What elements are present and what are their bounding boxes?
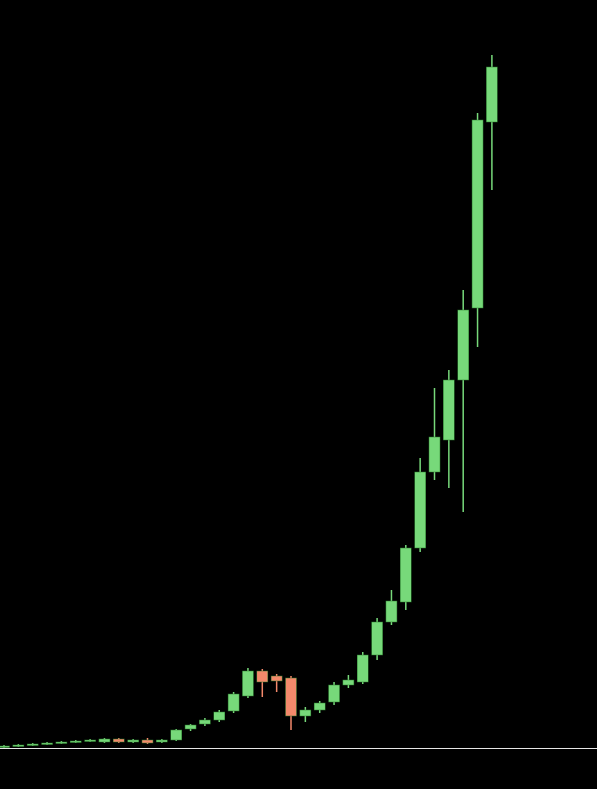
candle-body <box>299 709 312 717</box>
candle-body <box>443 379 455 441</box>
candle-body <box>285 677 297 717</box>
candle-body <box>127 739 139 743</box>
candle-body <box>0 745 10 748</box>
candle-body <box>141 739 154 744</box>
candle-body <box>113 738 125 743</box>
candle-body <box>486 66 498 123</box>
candle-body <box>328 684 340 703</box>
candle-body <box>471 119 484 309</box>
candle-body <box>457 309 469 381</box>
candle-body <box>70 740 82 743</box>
candle-body <box>98 738 111 743</box>
candle-body <box>342 679 355 686</box>
candle-body <box>256 670 269 683</box>
candle-body <box>400 547 412 603</box>
candle-body <box>242 670 254 697</box>
candle-body <box>428 436 441 473</box>
candle-body <box>313 702 326 711</box>
candle-body <box>270 675 283 682</box>
candle-body <box>26 743 39 746</box>
candle-body <box>385 600 398 623</box>
candle-body <box>199 719 211 725</box>
candle-body <box>156 739 168 743</box>
candle-body <box>371 621 383 656</box>
candle-body <box>357 654 369 683</box>
candle-body <box>414 471 426 549</box>
candle-body <box>184 724 197 730</box>
candle-body <box>12 744 25 747</box>
candle-body <box>41 742 53 745</box>
candle-body <box>170 729 182 741</box>
candle-body <box>84 739 96 742</box>
candle-body <box>213 711 225 721</box>
candle-body <box>227 693 240 712</box>
candle-body <box>55 741 68 744</box>
